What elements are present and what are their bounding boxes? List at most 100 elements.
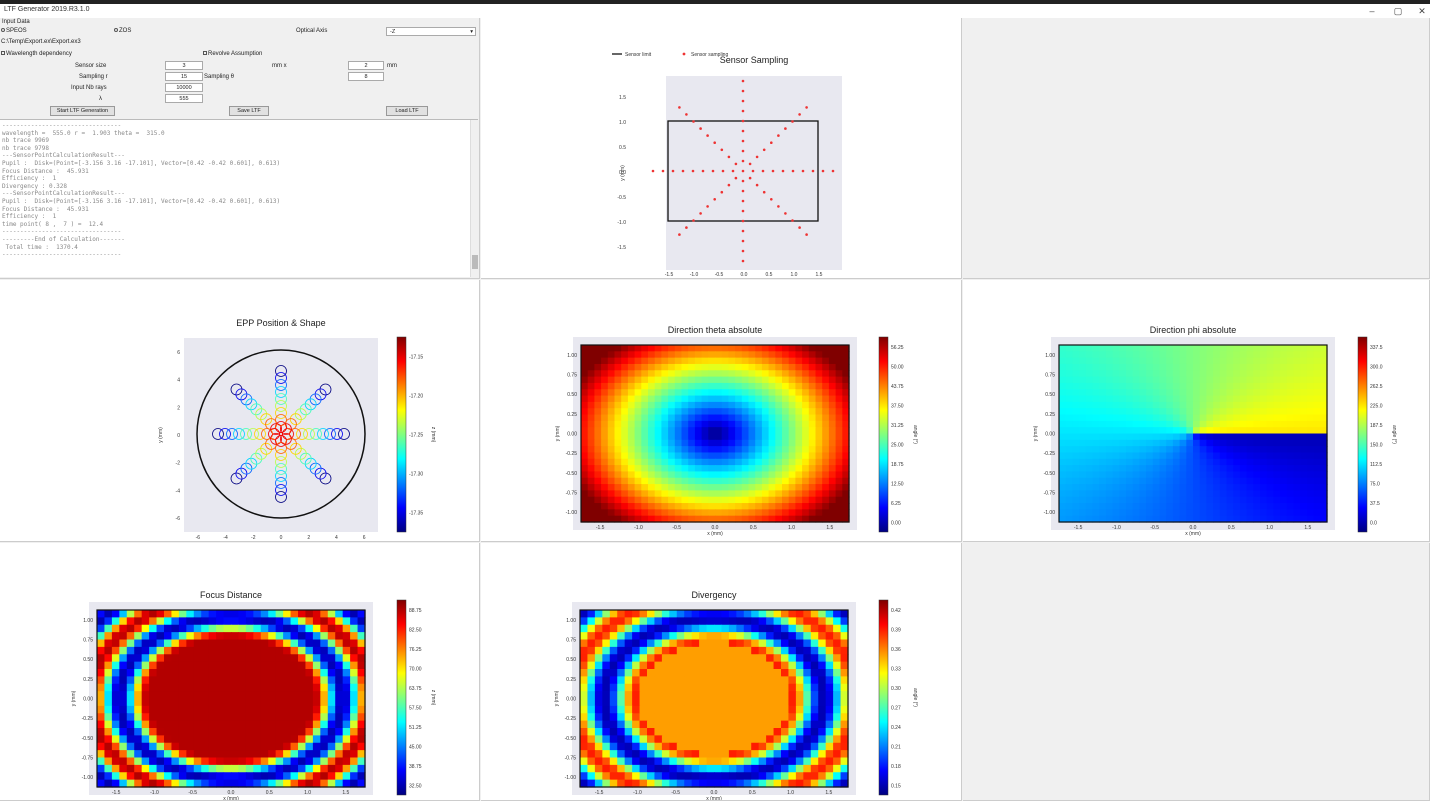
heatmap-cell	[822, 408, 830, 416]
heatmap-cell	[1219, 477, 1228, 485]
heatmap-cell	[1306, 477, 1315, 485]
save-ltf-button[interactable]: Save LTF	[229, 106, 269, 116]
heatmap-cell	[654, 757, 663, 766]
revolve-checkbox[interactable]: Revolve Assumption	[203, 51, 262, 57]
minimize-button[interactable]: –	[1369, 6, 1375, 16]
heatmap-cell	[668, 503, 676, 510]
load-ltf-button[interactable]: Load LTF	[386, 106, 428, 116]
heatmap-cell	[1152, 465, 1161, 473]
heatmap-cell	[681, 446, 689, 454]
wavelength-checkbox[interactable]: Wavelength dependency	[1, 51, 72, 57]
sampling-theta-input[interactable]: 8	[348, 72, 384, 81]
heatmap-cell	[688, 439, 696, 447]
heatmap-cell	[1072, 427, 1080, 435]
sampling-r-input[interactable]: 15	[165, 72, 203, 81]
sensor-size-x-input[interactable]: 3	[165, 61, 203, 70]
close-button[interactable]: ✕	[1418, 6, 1426, 16]
heatmap-cell	[1059, 509, 1067, 517]
heatmap-cell	[721, 779, 730, 788]
heatmap-cell	[748, 420, 756, 428]
heatmap-cell	[245, 713, 254, 722]
heatmap-cell	[661, 477, 669, 485]
heatmap-cell	[822, 458, 830, 466]
zos-radio[interactable]: ZOS	[114, 28, 131, 34]
heatmap-cell	[728, 772, 737, 781]
sampling-point	[720, 190, 724, 194]
heatmap-cell	[614, 458, 622, 466]
heatmap-cell	[1306, 496, 1315, 504]
heatmap-cell	[781, 735, 790, 744]
heatmap-cell	[1293, 345, 1301, 352]
heatmap-cell	[156, 772, 165, 781]
heatmap-cell	[661, 683, 670, 692]
heatmap-cell	[581, 446, 589, 454]
heatmap-cell	[283, 639, 292, 648]
heatmap-cell	[818, 779, 827, 788]
log-scrollbar-thumb[interactable]	[472, 255, 478, 269]
nb-rays-input[interactable]: 10000	[165, 83, 203, 92]
heatmap-cell	[668, 452, 676, 460]
heatmap-cell	[714, 779, 723, 788]
heatmap-cell	[669, 728, 678, 736]
heatmap-cell	[715, 477, 723, 485]
output-log[interactable]: --------------------------------- wavelen…	[0, 119, 478, 277]
heatmap-cell	[1266, 452, 1274, 460]
heatmap-cell	[1226, 357, 1234, 365]
speos-radio[interactable]: SPEOS	[1, 28, 27, 34]
heatmap-cell	[721, 632, 730, 641]
heatmap-cell	[320, 610, 329, 618]
heatmap-cell	[766, 691, 775, 700]
heatmap-cell	[728, 646, 737, 655]
heatmap-cell	[661, 661, 670, 670]
heatmap-cell	[815, 446, 823, 454]
heatmap-cell	[1146, 376, 1154, 384]
heatmap-cell	[714, 720, 723, 729]
heatmap-cell	[795, 370, 803, 378]
heatmap-cell	[669, 772, 678, 781]
heatmap-cell	[654, 742, 663, 751]
heatmap-cell	[715, 496, 723, 504]
heatmap-cell	[654, 395, 662, 403]
heatmap-cell	[842, 503, 850, 510]
heatmap-cell	[825, 705, 834, 714]
heatmap-cell	[721, 691, 730, 700]
lambda-input[interactable]: 555	[165, 94, 203, 103]
heatmap-cell	[1239, 382, 1248, 390]
maximize-button[interactable]: ▢	[1393, 6, 1403, 16]
heatmap-cell	[822, 376, 830, 384]
heatmap-cell	[1226, 420, 1234, 428]
heatmap-cell	[320, 779, 329, 788]
heatmap-cell	[342, 772, 351, 781]
start-generation-button[interactable]: Start LTF Generation	[50, 106, 115, 116]
heatmap-cell	[641, 357, 649, 365]
heatmap-cell	[810, 669, 819, 677]
heatmap-cell	[1152, 395, 1161, 403]
sensor-size-y-input[interactable]: 2	[348, 61, 384, 70]
heatmap-cell	[661, 676, 670, 685]
heatmap-cell	[260, 654, 269, 663]
heatmap-cell	[1286, 465, 1295, 473]
heatmap-cell	[833, 742, 842, 751]
heatmap-cell	[335, 750, 344, 759]
heatmap-cell	[601, 382, 609, 390]
heatmap-cell	[216, 779, 225, 788]
heatmap-cell	[1199, 401, 1207, 409]
heatmap-cell	[171, 676, 180, 685]
heatmap-cell	[842, 382, 850, 390]
heatmap-cell	[654, 779, 663, 788]
heatmap-cell	[1300, 357, 1308, 365]
heatmap-cell	[1260, 509, 1268, 517]
heatmap-cell	[728, 465, 736, 473]
heatmap-cell	[283, 728, 292, 736]
heatmap-cell	[1059, 408, 1067, 416]
heatmap-cell	[803, 676, 812, 685]
heatmap-cell	[164, 676, 173, 685]
optical-axis-select[interactable]: -Z ▾	[386, 27, 476, 36]
heatmap-cell	[1112, 446, 1120, 454]
x-tick-label: -1.5	[595, 790, 604, 796]
heatmap-cell	[275, 779, 284, 788]
heatmap-cell	[141, 750, 150, 759]
heatmap-cell	[587, 610, 596, 618]
log-scrollbar[interactable]	[470, 120, 478, 277]
heatmap-cell	[775, 363, 783, 371]
